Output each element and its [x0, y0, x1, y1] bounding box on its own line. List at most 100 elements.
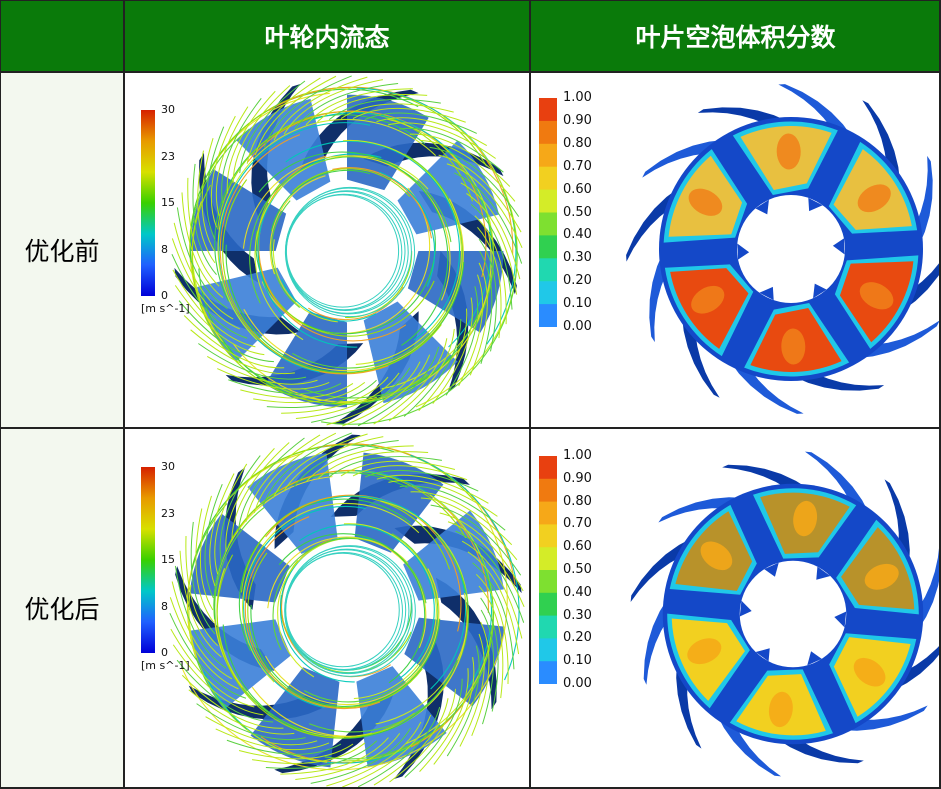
streamline [217, 368, 330, 390]
volume-fraction-legend-tick: 0.10 [563, 653, 592, 669]
streamline [282, 436, 384, 493]
hub-streamline [284, 545, 416, 677]
grid-line-col2 [529, 0, 531, 789]
streamline [238, 743, 354, 760]
cavity-core [691, 285, 725, 314]
header-impeller-flow-text: 叶轮内流态 [264, 23, 390, 52]
streamline [270, 169, 371, 232]
volume-fraction-legend-tick: 0.60 [563, 181, 592, 197]
streamline [357, 346, 440, 427]
streamline [273, 76, 368, 141]
streamline [196, 703, 306, 741]
grid-line-middle [0, 427, 941, 429]
streamline [173, 222, 234, 320]
streamline [204, 483, 223, 599]
hub-tooth [755, 648, 770, 662]
streamline [479, 250, 493, 364]
streamline [317, 93, 428, 123]
header-corner [1, 1, 123, 71]
streamline [174, 285, 265, 356]
streamline [178, 300, 274, 363]
streamline [433, 657, 475, 765]
streamline [373, 698, 449, 786]
streamline [265, 740, 378, 769]
streamline [174, 565, 227, 669]
impeller-channel [189, 513, 290, 603]
streamline [480, 609, 495, 725]
hub-tooth [832, 238, 845, 255]
streamline [272, 239, 338, 323]
cavity-core [859, 282, 894, 310]
streamline [195, 508, 214, 623]
streamline [447, 521, 525, 607]
streamline [420, 497, 518, 561]
streamline [219, 455, 261, 563]
streamline [171, 253, 248, 339]
streamline [379, 171, 436, 287]
streamline [192, 163, 217, 276]
streamline [291, 168, 411, 197]
streamline [292, 153, 464, 369]
cavity-core [687, 638, 722, 665]
streamline [278, 533, 426, 684]
impeller-streamline-plot [169, 432, 525, 787]
volume-fraction-legend-tick: 0.10 [563, 296, 592, 312]
streamline [430, 504, 522, 576]
streamline [242, 155, 451, 301]
streamline [199, 495, 214, 611]
streamline [280, 737, 389, 775]
streamline [420, 139, 516, 202]
streamline [231, 442, 290, 542]
streamline [388, 328, 455, 422]
streamline [253, 432, 337, 514]
streamline [474, 215, 507, 325]
streamline [418, 308, 468, 412]
streamline [299, 524, 435, 680]
streamline [217, 118, 437, 341]
streamline [471, 621, 490, 737]
streamline [201, 138, 215, 252]
hub-tooth [737, 243, 750, 260]
streamline [219, 134, 389, 375]
impeller-disc [169, 432, 525, 787]
streamline [376, 474, 489, 504]
velocity-legend-unit: [m s^-1] [141, 302, 190, 315]
volume-fraction-legend-tick: 0.00 [563, 676, 592, 691]
streamline [460, 182, 521, 280]
impeller-streamline-plot [171, 75, 523, 427]
row-label-before-text: 优化前 [24, 237, 100, 266]
streamline [171, 238, 240, 330]
streamline [218, 122, 371, 373]
impeller-blade [394, 525, 522, 594]
row-label-after: 优化后 [1, 429, 123, 787]
volume-fraction-legend-tick: 0.30 [563, 607, 592, 623]
cavity-core [793, 500, 818, 537]
grid-line-right [939, 0, 941, 789]
streamline [191, 184, 428, 405]
velocity-legend-tick: 23 [161, 506, 175, 520]
streamline [475, 573, 509, 684]
streamline [281, 279, 377, 322]
streamline [281, 376, 389, 414]
streamline [293, 440, 399, 487]
streamline [265, 568, 440, 706]
streamline [197, 150, 216, 264]
impeller-disc [626, 84, 940, 414]
streamline [410, 491, 513, 546]
velocity-legend-tick: 15 [161, 553, 175, 566]
velocity-legend-tick: 23 [161, 149, 175, 163]
hub-tooth [764, 562, 779, 577]
hub-tooth [813, 283, 827, 299]
streamline [357, 706, 441, 787]
streamline [472, 562, 515, 670]
volume-fraction-legend-tick: 0.40 [563, 227, 592, 243]
streamline [221, 98, 262, 205]
streamline [454, 172, 523, 264]
cavity-core [864, 563, 899, 590]
streamline [237, 437, 305, 532]
streamline [246, 77, 321, 164]
hub-tooth [808, 197, 823, 212]
streamline [294, 83, 399, 130]
streamline [455, 530, 525, 623]
streamline [316, 451, 429, 480]
